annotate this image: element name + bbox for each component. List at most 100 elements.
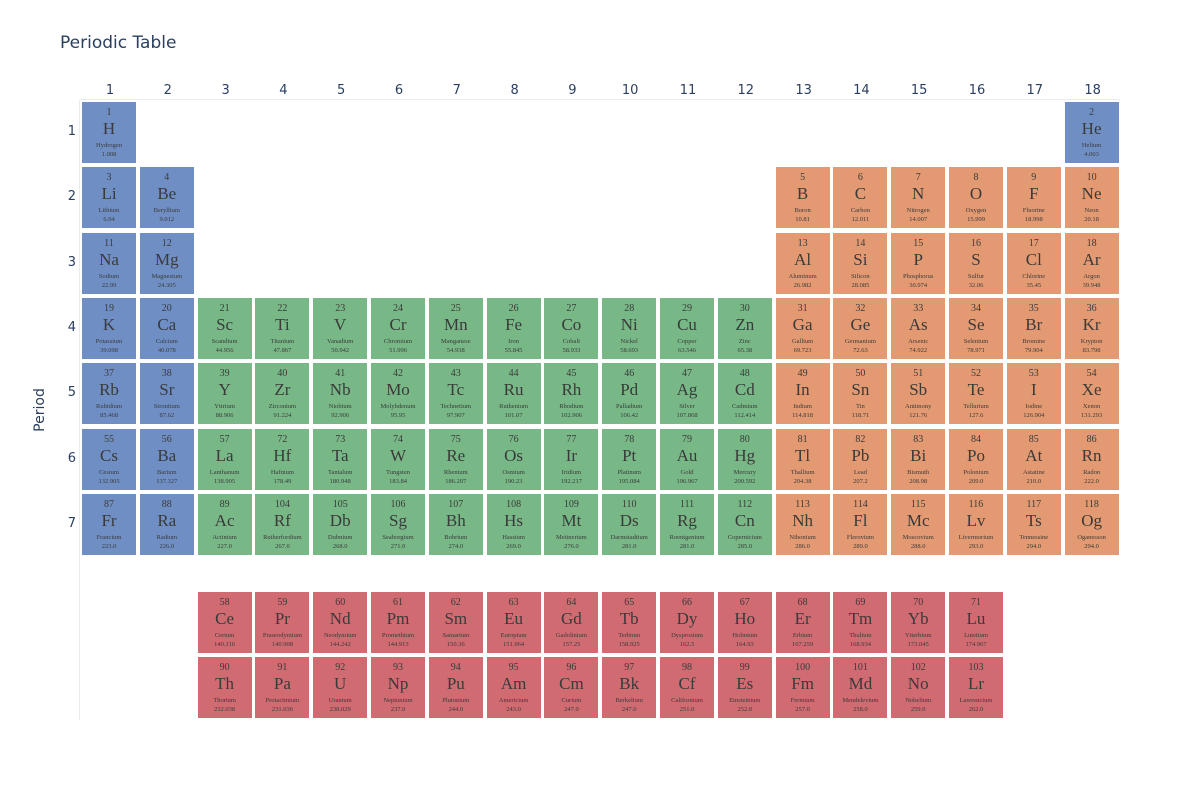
element-cell-y[interactable]: 39 Y Yttrium 88.906: [197, 363, 252, 425]
element-cell-la[interactable]: 57 La Lanthanum 138.905: [197, 428, 252, 490]
element-cell-si[interactable]: 14 Si Silicon 28.085: [833, 232, 888, 294]
element-cell-cm[interactable]: 96 Cm Curium 247.0: [544, 657, 599, 718]
element-cell-tc[interactable]: 43 Tc Technetium 97.907: [428, 363, 483, 425]
element-cell-hf[interactable]: 72 Hf Hafnium 178.49: [255, 428, 310, 490]
element-cell-cd[interactable]: 48 Cd Cadmium 112.414: [717, 363, 772, 425]
element-cell-pu[interactable]: 94 Pu Plutonium 244.0: [428, 657, 483, 718]
element-cell-cr[interactable]: 24 Cr Chromium 51.996: [371, 297, 425, 359]
element-cell-na[interactable]: 11 Na Sodium 22.99: [82, 232, 136, 294]
element-cell-h[interactable]: 1 H Hydrogen 1.008: [82, 102, 136, 163]
element-cell-nd[interactable]: 60 Nd Neodymium 144.242: [313, 592, 368, 653]
element-cell-no[interactable]: 102 No Nobelium 259.0: [891, 657, 946, 718]
element-cell-sb[interactable]: 51 Sb Antimony 121.76: [891, 363, 946, 425]
element-cell-fe[interactable]: 26 Fe Iron 55.845: [486, 297, 541, 359]
element-cell-hg[interactable]: 80 Hg Mercury 200.592: [717, 428, 772, 490]
element-cell-am[interactable]: 95 Am Americium 243.0: [486, 657, 541, 718]
element-cell-ac[interactable]: 89 Ac Actinium 227.0: [197, 493, 252, 555]
element-cell-ir[interactable]: 77 Ir Iridium 192.217: [544, 428, 599, 490]
element-cell-pb[interactable]: 82 Pb Lead 207.2: [833, 428, 888, 490]
element-cell-bk[interactable]: 97 Bk Berkelium 247.0: [602, 657, 657, 718]
element-cell-ds[interactable]: 110 Ds Darmstadtium 281.0: [602, 493, 657, 555]
element-cell-nh[interactable]: 113 Nh Nihonium 286.0: [775, 493, 830, 555]
element-cell-cs[interactable]: 55 Cs Cesium 132.905: [82, 428, 136, 490]
element-cell-pr[interactable]: 59 Pr Praseodymium 140.908: [255, 592, 310, 653]
element-cell-er[interactable]: 68 Er Erbium 167.259: [775, 592, 830, 653]
element-cell-nb[interactable]: 41 Nb Niobium 92.906: [313, 363, 368, 425]
element-cell-rn[interactable]: 86 Rn Radon 222.0: [1064, 428, 1119, 490]
element-cell-es[interactable]: 99 Es Einsteinium 252.0: [717, 657, 772, 718]
element-cell-au[interactable]: 79 Au Gold 196.967: [660, 428, 714, 490]
element-cell-ba[interactable]: 56 Ba Barium 137.327: [139, 428, 194, 490]
element-cell-w[interactable]: 74 W Tungsten 183.84: [371, 428, 425, 490]
element-cell-bi[interactable]: 83 Bi Bismuth 208.98: [891, 428, 946, 490]
element-cell-ta[interactable]: 73 Ta Tantalum 180.948: [313, 428, 368, 490]
element-cell-lr[interactable]: 103 Lr Lawrencium 262.0: [949, 657, 1003, 718]
element-cell-ag[interactable]: 47 Ag Silver 107.868: [660, 363, 714, 425]
element-cell-sg[interactable]: 106 Sg Seaborgium 271.0: [371, 493, 425, 555]
element-cell-yb[interactable]: 70 Yb Ytterbium 173.045: [891, 592, 946, 653]
element-cell-fm[interactable]: 100 Fm Fermium 257.0: [775, 657, 830, 718]
element-cell-tb[interactable]: 65 Tb Terbium 158.925: [602, 592, 657, 653]
element-cell-mn[interactable]: 25 Mn Manganese 54.938: [428, 297, 483, 359]
element-cell-i[interactable]: 53 I Iodine 126.904: [1006, 363, 1061, 425]
element-cell-tm[interactable]: 69 Tm Thulium 168.934: [833, 592, 888, 653]
element-cell-xe[interactable]: 54 Xe Xenon 131.293: [1064, 363, 1119, 425]
element-cell-kr[interactable]: 36 Kr Krypton 83.798: [1064, 297, 1119, 359]
element-cell-ti[interactable]: 22 Ti Titanium 47.867: [255, 297, 310, 359]
element-cell-ne[interactable]: 10 Ne Neon 20.18: [1064, 167, 1119, 229]
element-cell-li[interactable]: 3 Li Lithium 6.94: [82, 167, 136, 229]
element-cell-c[interactable]: 6 C Carbon 12.011: [833, 167, 888, 229]
element-cell-v[interactable]: 23 V Vanadium 50.942: [313, 297, 368, 359]
element-cell-th[interactable]: 90 Th Thorium 232.038: [197, 657, 252, 718]
element-cell-mc[interactable]: 115 Mc Moscovium 288.0: [891, 493, 946, 555]
element-cell-rg[interactable]: 111 Rg Roentgenium 281.0: [660, 493, 714, 555]
element-cell-fr[interactable]: 87 Fr Francium 223.0: [82, 493, 136, 555]
element-cell-be[interactable]: 4 Be Beryllium 9.012: [139, 167, 194, 229]
element-cell-pm[interactable]: 61 Pm Promethium 144.913: [371, 592, 425, 653]
element-cell-co[interactable]: 27 Co Cobalt 58.933: [544, 297, 599, 359]
element-cell-po[interactable]: 84 Po Polonium 209.0: [949, 428, 1003, 490]
element-cell-k[interactable]: 19 K Potassium 39.098: [82, 297, 136, 359]
element-cell-te[interactable]: 52 Te Tellurium 127.6: [949, 363, 1003, 425]
element-cell-sr[interactable]: 38 Sr Strontium 87.62: [139, 363, 194, 425]
element-cell-rb[interactable]: 37 Rb Rubidium 85.468: [82, 363, 136, 425]
element-cell-br[interactable]: 35 Br Bromine 79.904: [1006, 297, 1061, 359]
element-cell-lu[interactable]: 71 Lu Lutetium 174.967: [949, 592, 1003, 653]
element-cell-zn[interactable]: 30 Zn Zinc 65.38: [717, 297, 772, 359]
element-cell-p[interactable]: 15 P Phosphorus 30.974: [891, 232, 946, 294]
element-cell-ni[interactable]: 28 Ni Nickel 58.693: [602, 297, 657, 359]
element-cell-pd[interactable]: 46 Pd Palladium 106.42: [602, 363, 657, 425]
element-cell-re[interactable]: 75 Re Rhenium 186.207: [428, 428, 483, 490]
element-cell-bh[interactable]: 107 Bh Bohrium 274.0: [428, 493, 483, 555]
element-cell-at[interactable]: 85 At Astatine 210.0: [1006, 428, 1061, 490]
element-cell-ar[interactable]: 18 Ar Argon 39.948: [1064, 232, 1119, 294]
element-cell-ga[interactable]: 31 Ga Gallium 69.723: [775, 297, 830, 359]
element-cell-s[interactable]: 16 S Sulfur 32.06: [949, 232, 1003, 294]
element-cell-cu[interactable]: 29 Cu Copper 63.546: [660, 297, 714, 359]
element-cell-md[interactable]: 101 Md Mendelevium 258.0: [833, 657, 888, 718]
element-cell-lv[interactable]: 116 Lv Livermorium 293.0: [949, 493, 1003, 555]
element-cell-hs[interactable]: 108 Hs Hassium 269.0: [486, 493, 541, 555]
element-cell-he[interactable]: 2 He Helium 4.003: [1064, 102, 1119, 163]
element-cell-ra[interactable]: 88 Ra Radium 226.0: [139, 493, 194, 555]
element-cell-gd[interactable]: 64 Gd Gadolinium 157.25: [544, 592, 599, 653]
element-cell-as[interactable]: 33 As Arsenic 74.922: [891, 297, 946, 359]
element-cell-cl[interactable]: 17 Cl Chlorine 35.45: [1006, 232, 1061, 294]
element-cell-sm[interactable]: 62 Sm Samarium 150.36: [428, 592, 483, 653]
element-cell-cn[interactable]: 112 Cn Copernicium 285.0: [717, 493, 772, 555]
element-cell-cf[interactable]: 98 Cf Californium 251.0: [660, 657, 714, 718]
element-cell-b[interactable]: 5 B Boron 10.81: [775, 167, 830, 229]
element-cell-o[interactable]: 8 O Oxygen 15.999: [949, 167, 1003, 229]
element-cell-os[interactable]: 76 Os Osmium 190.23: [486, 428, 541, 490]
element-cell-rf[interactable]: 104 Rf Rutherfordium 267.0: [255, 493, 310, 555]
element-cell-np[interactable]: 93 Np Neptunium 237.0: [371, 657, 425, 718]
element-cell-og[interactable]: 118 Og Oganesson 294.0: [1064, 493, 1119, 555]
element-cell-eu[interactable]: 63 Eu Europium 151.964: [486, 592, 541, 653]
element-cell-zr[interactable]: 40 Zr Zirconium 91.224: [255, 363, 310, 425]
element-cell-al[interactable]: 13 Al Aluminum 26.982: [775, 232, 830, 294]
element-cell-ho[interactable]: 67 Ho Holmium 164.93: [717, 592, 772, 653]
element-cell-ca[interactable]: 20 Ca Calcium 40.078: [139, 297, 194, 359]
element-cell-ce[interactable]: 58 Ce Cerium 140.116: [197, 592, 252, 653]
element-cell-dy[interactable]: 66 Dy Dysprosium 162.5: [660, 592, 714, 653]
element-cell-pa[interactable]: 91 Pa Protactinium 231.036: [255, 657, 310, 718]
